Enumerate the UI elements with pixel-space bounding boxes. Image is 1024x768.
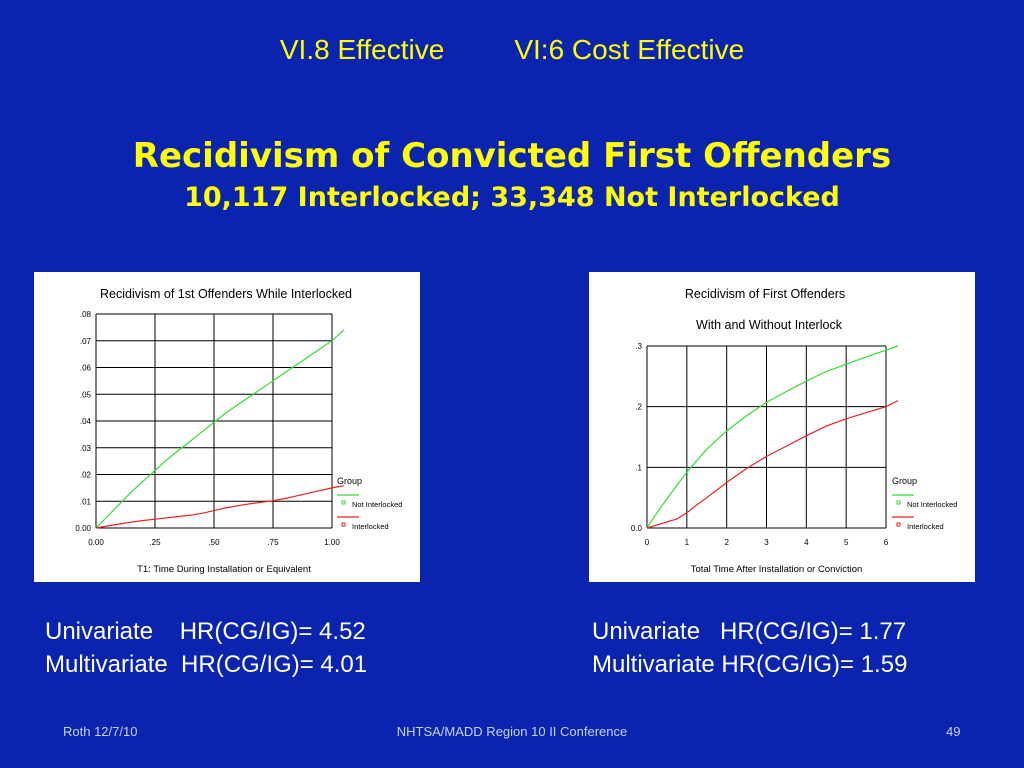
slide-title: Recidivism of Convicted First Offenders <box>132 136 892 176</box>
y-tick-label: .07 <box>80 337 92 346</box>
y-tick-label: 0.00 <box>75 524 91 533</box>
x-tick-label: 6 <box>884 538 889 547</box>
x-tick-label: .50 <box>208 538 220 547</box>
x-tick-label: .75 <box>267 538 279 547</box>
stat-multivariate-right: Multivariate HR(CG/IG)= 1.59 <box>592 651 908 678</box>
header-right: VI:6 Cost Effective <box>514 34 745 65</box>
stat-multivariate-left: Multivariate HR(CG/IG)= 4.01 <box>45 651 368 678</box>
x-tick-label: 0 <box>645 538 650 547</box>
chart-panel-interlocked: Recidivism of 1st Offenders While Interl… <box>34 272 420 582</box>
series-line-not-interlocked <box>646 345 899 529</box>
chart-panel-with-without: Recidivism of First Offenders With and Wi… <box>589 272 975 582</box>
chart-title: Recidivism of 1st Offenders While Interl… <box>100 287 352 301</box>
chart-title: Recidivism of First Offenders <box>685 287 845 301</box>
x-axis-label: Total Time After Installation or Convict… <box>691 564 863 575</box>
y-tick-label: .2 <box>635 403 642 412</box>
stat-univariate-left: Univariate HR(CG/IG)= 4.52 <box>45 618 366 645</box>
x-tick-label: 4 <box>804 538 809 547</box>
series-line-interlocked <box>646 400 899 529</box>
y-tick-label: .02 <box>80 471 92 480</box>
header-left: VI.8 Effective <box>279 34 445 65</box>
slide-subtitle: 10,117 Interlocked; 33,348 Not Interlock… <box>184 182 840 213</box>
chart-subtitle: With and Without Interlock <box>696 318 843 332</box>
x-tick-label: 0.00 <box>88 538 104 547</box>
chart-left-svg: Recidivism of 1st Offenders While Interl… <box>75 287 402 575</box>
footer-page-number: 49 <box>946 724 961 739</box>
x-tick-label: 1.00 <box>324 538 340 547</box>
x-tick-label: 3 <box>764 538 769 547</box>
footer-author-date: Roth 12/7/10 <box>63 724 138 739</box>
stats-left: Univariate HR(CG/IG)= 4.52 Multivariate … <box>45 615 367 681</box>
slide-header: VI.8 Effective VI:6 Cost Effective <box>0 34 1024 66</box>
y-tick-label: 0.0 <box>631 524 643 533</box>
legend-marker <box>341 522 346 527</box>
x-tick-label: 5 <box>844 538 849 547</box>
y-tick-label: .01 <box>80 497 92 506</box>
series-line-interlocked <box>95 485 344 529</box>
x-axis-label: T1: Time During Installation or Equivale… <box>137 564 311 575</box>
legend-marker <box>896 500 901 505</box>
legend-title: Group <box>892 476 917 486</box>
y-tick-label: .1 <box>635 463 642 472</box>
chart-right-svg: Recidivism of First Offenders With and Wi… <box>631 287 958 575</box>
y-tick-label: .03 <box>80 444 92 453</box>
series-line-not-interlocked <box>95 329 345 529</box>
x-tick-label: 1 <box>685 538 690 547</box>
stat-univariate-right: Univariate HR(CG/IG)= 1.77 <box>592 618 907 645</box>
legend-marker <box>341 500 346 505</box>
legend-entry: Interlocked <box>907 522 944 531</box>
legend-entry: Not Interlocked <box>352 500 402 509</box>
y-tick-label: .04 <box>80 417 92 426</box>
footer-conference: NHTSA/MADD Region 10 II Conference <box>396 724 628 739</box>
y-tick-label: .06 <box>80 364 92 373</box>
legend-entry: Interlocked <box>352 522 389 531</box>
y-tick-label: .08 <box>80 310 92 319</box>
stats-right: Univariate HR(CG/IG)= 1.77 Multivariate … <box>592 615 907 681</box>
y-tick-label: .05 <box>80 390 92 399</box>
legend-title: Group <box>337 476 362 486</box>
x-tick-label: .25 <box>149 538 161 547</box>
y-tick-label: .3 <box>635 342 642 351</box>
legend-marker <box>896 522 901 527</box>
legend-entry: Not Interlocked <box>907 500 957 509</box>
x-tick-label: 2 <box>724 538 729 547</box>
